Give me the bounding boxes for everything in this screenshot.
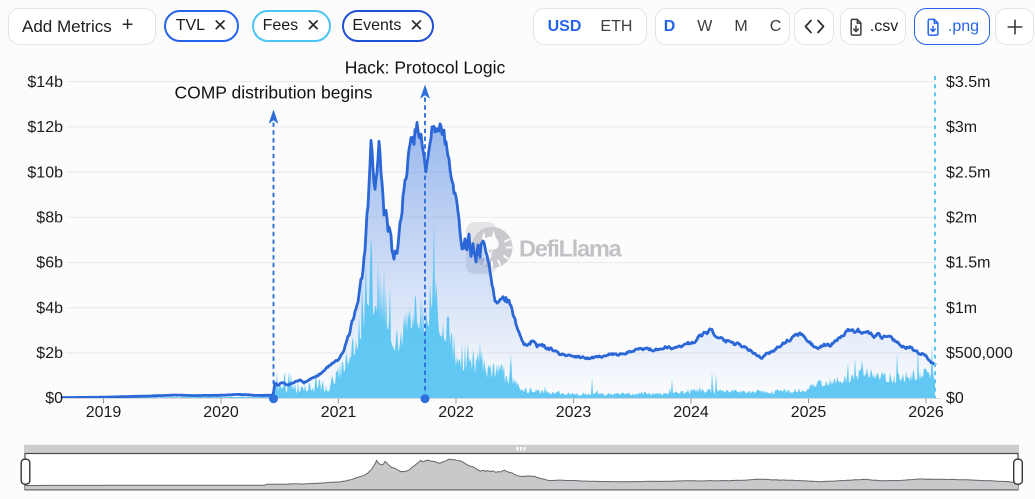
svg-text:$3m: $3m xyxy=(946,119,977,136)
svg-text:2024: 2024 xyxy=(673,404,709,421)
svg-text:$1.5m: $1.5m xyxy=(946,255,990,272)
svg-text:Hack: Protocol Logic: Hack: Protocol Logic xyxy=(345,57,506,77)
svg-text:$6b: $6b xyxy=(36,255,63,272)
svg-text:DefiLlama: DefiLlama xyxy=(519,235,623,261)
svg-text:2026: 2026 xyxy=(908,404,944,421)
svg-text:$8b: $8b xyxy=(36,210,63,227)
svg-text:2025: 2025 xyxy=(791,404,827,421)
svg-text:$0: $0 xyxy=(45,390,63,407)
svg-text:COMP distribution begins: COMP distribution begins xyxy=(174,82,372,102)
svg-text:2020: 2020 xyxy=(203,404,239,421)
svg-text:$1m: $1m xyxy=(946,300,977,317)
svg-text:2019: 2019 xyxy=(86,404,122,421)
svg-text:$14b: $14b xyxy=(27,74,63,91)
svg-text:2021: 2021 xyxy=(321,404,357,421)
svg-text:$2m: $2m xyxy=(946,210,977,227)
svg-text:2022: 2022 xyxy=(438,404,474,421)
svg-text:$4b: $4b xyxy=(36,300,63,317)
svg-text:$10b: $10b xyxy=(27,164,63,181)
svg-text:$12b: $12b xyxy=(27,119,63,136)
svg-text:$3.5m: $3.5m xyxy=(946,74,990,91)
svg-text:$0: $0 xyxy=(946,390,964,407)
svg-text:2023: 2023 xyxy=(556,404,592,421)
svg-text:$500,000: $500,000 xyxy=(946,345,1013,362)
svg-text:$2.5m: $2.5m xyxy=(946,164,990,181)
svg-text:$2b: $2b xyxy=(36,345,63,362)
